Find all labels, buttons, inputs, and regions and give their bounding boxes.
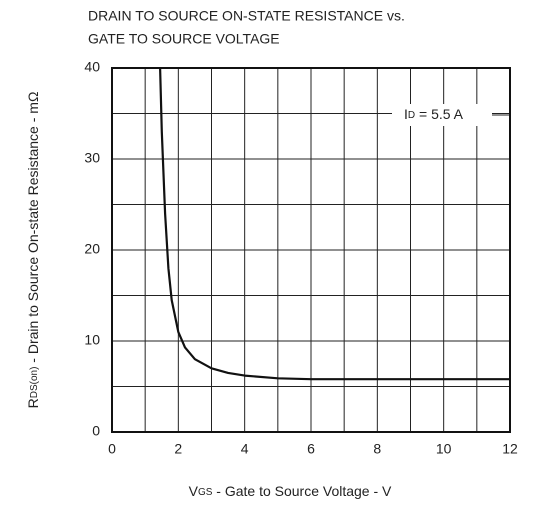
x-tick-label: 2	[174, 441, 182, 457]
x-tick-label: 10	[436, 441, 452, 457]
y-tick-label: 0	[92, 423, 100, 439]
annotation-bg	[392, 104, 492, 126]
x-tick-label: 0	[108, 441, 116, 457]
x-tick-label: 4	[241, 441, 249, 457]
plot-frame	[111, 67, 511, 433]
chart-title: GATE TO SOURCE VOLTAGE	[88, 31, 280, 47]
y-axis-label: RDS(on) - Drain to Source On-state Resis…	[25, 92, 41, 409]
chart-title: DRAIN TO SOURCE ON-STATE RESISTANCE vs.	[88, 8, 405, 24]
y-tick-label: 30	[84, 150, 100, 166]
x-axis-label: VGS - Gate to Source Voltage - V	[189, 483, 392, 499]
x-tick-label: 6	[307, 441, 315, 457]
y-tick-label: 40	[84, 59, 100, 75]
data-line	[159, 67, 510, 381]
y-tick-label: 10	[84, 332, 100, 348]
annotation: ID = 5.5 A	[404, 106, 464, 122]
y-tick-label: 20	[84, 241, 100, 257]
x-tick-label: 8	[373, 441, 381, 457]
x-tick-label: 12	[502, 441, 518, 457]
